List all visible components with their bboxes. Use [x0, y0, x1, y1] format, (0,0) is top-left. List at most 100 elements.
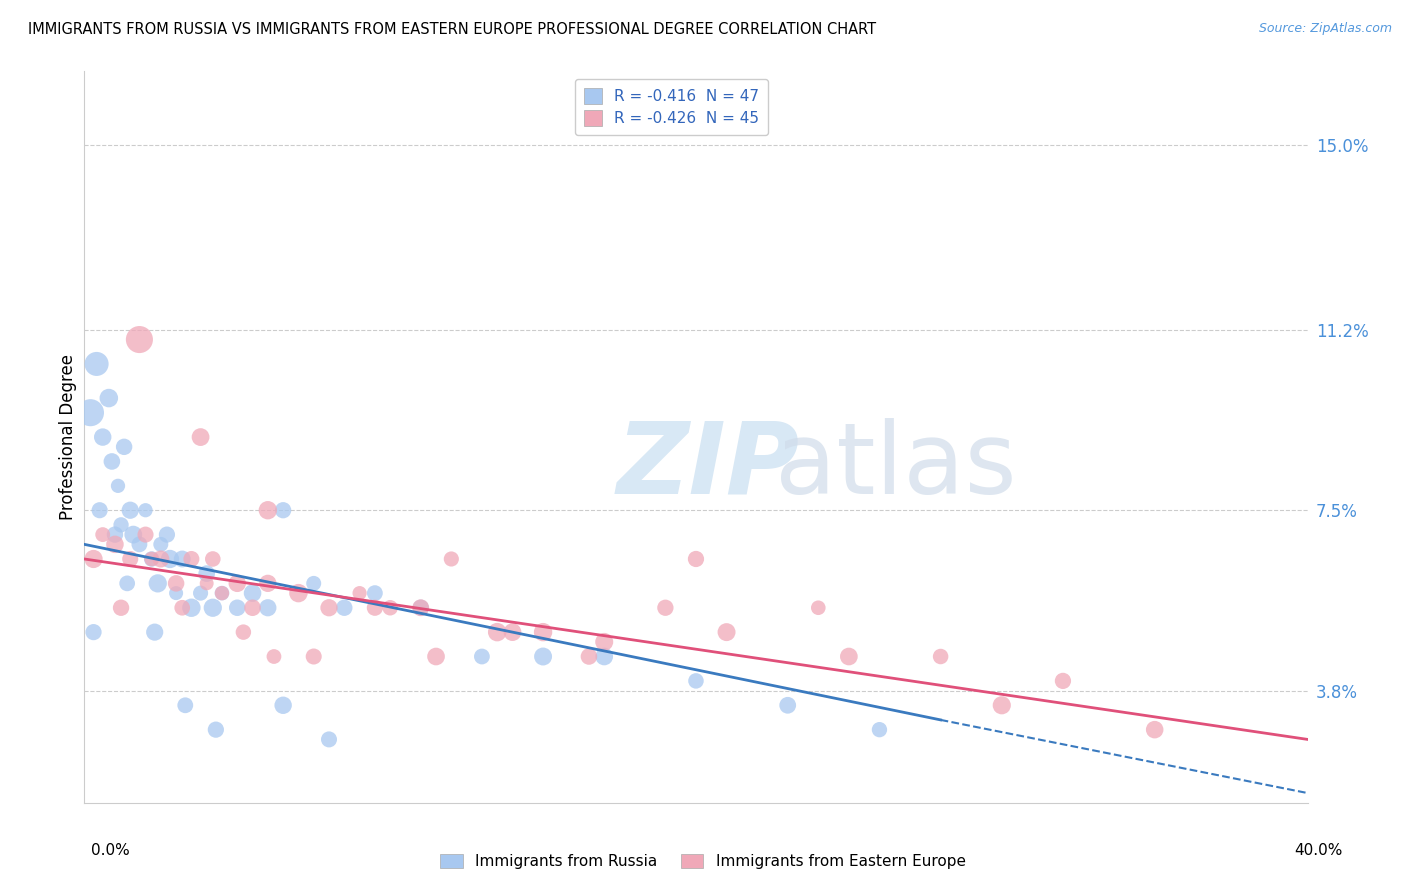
Point: [156, 527, 179, 541]
Legend: Immigrants from Russia, Immigrants from Eastern Europe: Immigrants from Russia, Immigrants from …: [434, 848, 972, 875]
Point: [195, 566, 218, 581]
Point: [159, 552, 181, 566]
Point: [205, 723, 228, 737]
Point: [531, 625, 554, 640]
Point: [271, 698, 294, 713]
Point: [593, 635, 616, 649]
Point: [91, 527, 114, 541]
Point: [120, 552, 142, 566]
Point: [226, 600, 249, 615]
Point: [120, 503, 142, 517]
Point: [502, 625, 524, 640]
Point: [242, 600, 264, 615]
Point: [409, 600, 432, 615]
Point: [257, 576, 280, 591]
Point: [302, 576, 325, 591]
Point: [929, 649, 952, 664]
Point: [104, 527, 127, 541]
Point: [1143, 723, 1166, 737]
Point: [425, 649, 447, 664]
Point: [716, 625, 738, 640]
Point: [440, 552, 463, 566]
Point: [180, 552, 202, 566]
Point: [242, 586, 264, 600]
Point: [110, 517, 132, 532]
Point: [287, 586, 309, 600]
Point: [135, 503, 157, 517]
Text: ZIP: ZIP: [616, 417, 800, 515]
Point: [97, 391, 120, 405]
Point: [115, 576, 138, 591]
Point: [89, 503, 111, 517]
Point: [135, 527, 157, 541]
Point: [486, 625, 509, 640]
Point: [101, 454, 124, 468]
Point: [318, 732, 340, 747]
Point: [869, 723, 891, 737]
Point: [146, 576, 169, 591]
Text: 40.0%: 40.0%: [1295, 843, 1343, 858]
Point: [991, 698, 1014, 713]
Point: [838, 649, 860, 664]
Point: [141, 552, 163, 566]
Point: [122, 527, 145, 541]
Point: [128, 537, 150, 551]
Point: [302, 649, 325, 664]
Point: [195, 576, 218, 591]
Point: [86, 357, 108, 371]
Point: [471, 649, 494, 664]
Point: [83, 625, 105, 640]
Point: [654, 600, 676, 615]
Text: atlas: atlas: [776, 417, 1017, 515]
Point: [257, 600, 280, 615]
Point: [128, 333, 150, 347]
Point: [211, 586, 233, 600]
Point: [91, 430, 114, 444]
Point: [141, 552, 163, 566]
Point: [263, 649, 285, 664]
Point: [593, 649, 616, 664]
Text: Source: ZipAtlas.com: Source: ZipAtlas.com: [1258, 22, 1392, 36]
Point: [190, 430, 212, 444]
Point: [318, 600, 340, 615]
Point: [112, 440, 135, 454]
Point: [201, 552, 224, 566]
Point: [201, 600, 224, 615]
Point: [149, 552, 172, 566]
Point: [349, 586, 371, 600]
Point: [174, 698, 197, 713]
Point: [685, 673, 707, 688]
Point: [83, 552, 105, 566]
Point: [180, 600, 202, 615]
Point: [578, 649, 600, 664]
Point: [79, 406, 101, 420]
Point: [380, 600, 402, 615]
Point: [143, 625, 166, 640]
Point: [190, 586, 212, 600]
Point: [776, 698, 799, 713]
Point: [172, 552, 194, 566]
Point: [165, 576, 187, 591]
Point: [232, 625, 254, 640]
Point: [257, 503, 280, 517]
Point: [364, 586, 387, 600]
Point: [364, 600, 387, 615]
Point: [149, 537, 172, 551]
Legend: R = -0.416  N = 47, R = -0.426  N = 45: R = -0.416 N = 47, R = -0.426 N = 45: [575, 79, 769, 136]
Y-axis label: Professional Degree: Professional Degree: [59, 354, 77, 520]
Text: 0.0%: 0.0%: [91, 843, 131, 858]
Point: [409, 600, 432, 615]
Point: [271, 503, 294, 517]
Point: [110, 600, 132, 615]
Point: [1052, 673, 1074, 688]
Point: [685, 552, 707, 566]
Point: [226, 576, 249, 591]
Point: [165, 586, 187, 600]
Point: [107, 479, 129, 493]
Point: [531, 649, 554, 664]
Point: [172, 600, 194, 615]
Point: [807, 600, 830, 615]
Point: [104, 537, 127, 551]
Text: IMMIGRANTS FROM RUSSIA VS IMMIGRANTS FROM EASTERN EUROPE PROFESSIONAL DEGREE COR: IMMIGRANTS FROM RUSSIA VS IMMIGRANTS FRO…: [28, 22, 876, 37]
Point: [333, 600, 356, 615]
